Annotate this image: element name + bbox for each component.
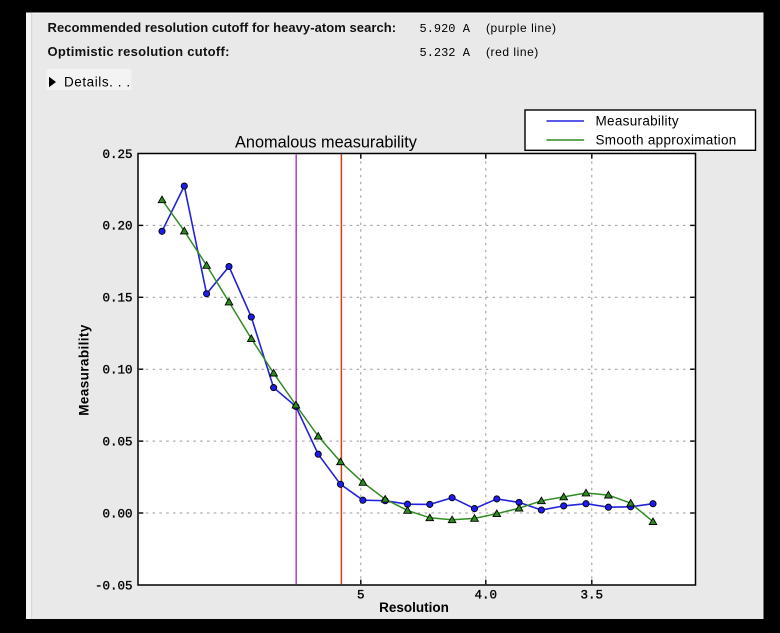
svg-text:Recommended resolution cutoff: Recommended resolution cutoff for heavy-… bbox=[48, 20, 397, 35]
svg-text:-0.05: -0.05 bbox=[95, 579, 133, 593]
svg-text:Measurability: Measurability bbox=[596, 114, 679, 129]
svg-text:4.0: 4.0 bbox=[475, 589, 498, 603]
svg-text:0.20: 0.20 bbox=[102, 220, 132, 234]
svg-text:0.10: 0.10 bbox=[102, 364, 132, 378]
svg-text:Smooth approximation: Smooth approximation bbox=[596, 133, 737, 148]
svg-text:3.5: 3.5 bbox=[581, 589, 604, 603]
svg-text:0.05: 0.05 bbox=[102, 435, 132, 449]
svg-text:Details. . .: Details. . . bbox=[64, 75, 131, 90]
svg-text:0.25: 0.25 bbox=[102, 148, 132, 162]
svg-text:5: 5 bbox=[357, 589, 365, 603]
svg-text:Measurability: Measurability bbox=[77, 324, 92, 416]
svg-text:(red line): (red line) bbox=[486, 45, 539, 59]
svg-text:Resolution: Resolution bbox=[379, 600, 449, 615]
svg-text:5.232 A: 5.232 A bbox=[420, 46, 471, 60]
svg-text:0.00: 0.00 bbox=[102, 507, 132, 521]
svg-text:Anomalous measurability: Anomalous measurability bbox=[235, 134, 418, 152]
svg-text:0.15: 0.15 bbox=[102, 292, 132, 306]
svg-text:(purple line): (purple line) bbox=[486, 21, 557, 35]
svg-text:5.920 A: 5.920 A bbox=[420, 22, 471, 36]
svg-text:Optimistic resolution cutoff:: Optimistic resolution cutoff: bbox=[48, 44, 230, 59]
